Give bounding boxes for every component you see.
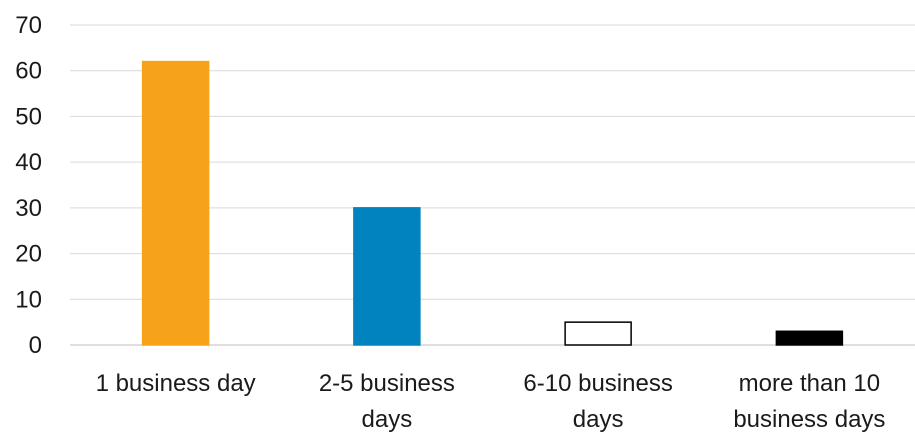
x-tick-label: business days <box>733 406 885 433</box>
y-tick-label: 40 <box>15 149 42 176</box>
bars <box>141 60 844 346</box>
x-tick-label: more than 10 <box>739 370 880 397</box>
y-tick-label: 60 <box>15 58 42 85</box>
y-tick-label: 50 <box>15 103 42 130</box>
y-tick-label: 30 <box>15 195 42 222</box>
bar <box>353 207 421 346</box>
y-tick-label: 20 <box>15 241 42 268</box>
x-tick-label: 1 business day <box>96 370 256 397</box>
y-axis: 0 10 20 30 40 50 60 70 <box>15 12 42 359</box>
x-axis: 1 business day 2-5 business days 6-10 busin… <box>96 370 886 433</box>
bar <box>564 321 632 346</box>
x-tick-label: days <box>573 406 624 433</box>
x-tick-label: 2-5 business <box>319 370 455 397</box>
bar <box>141 60 210 346</box>
y-tick-label: 0 <box>29 332 42 359</box>
bar <box>775 330 844 346</box>
x-tick-label: days <box>362 406 413 433</box>
gridlines <box>70 24 915 346</box>
y-tick-label: 10 <box>15 286 42 313</box>
y-tick-label: 70 <box>15 12 42 39</box>
x-tick-label: 6-10 business <box>523 370 672 397</box>
